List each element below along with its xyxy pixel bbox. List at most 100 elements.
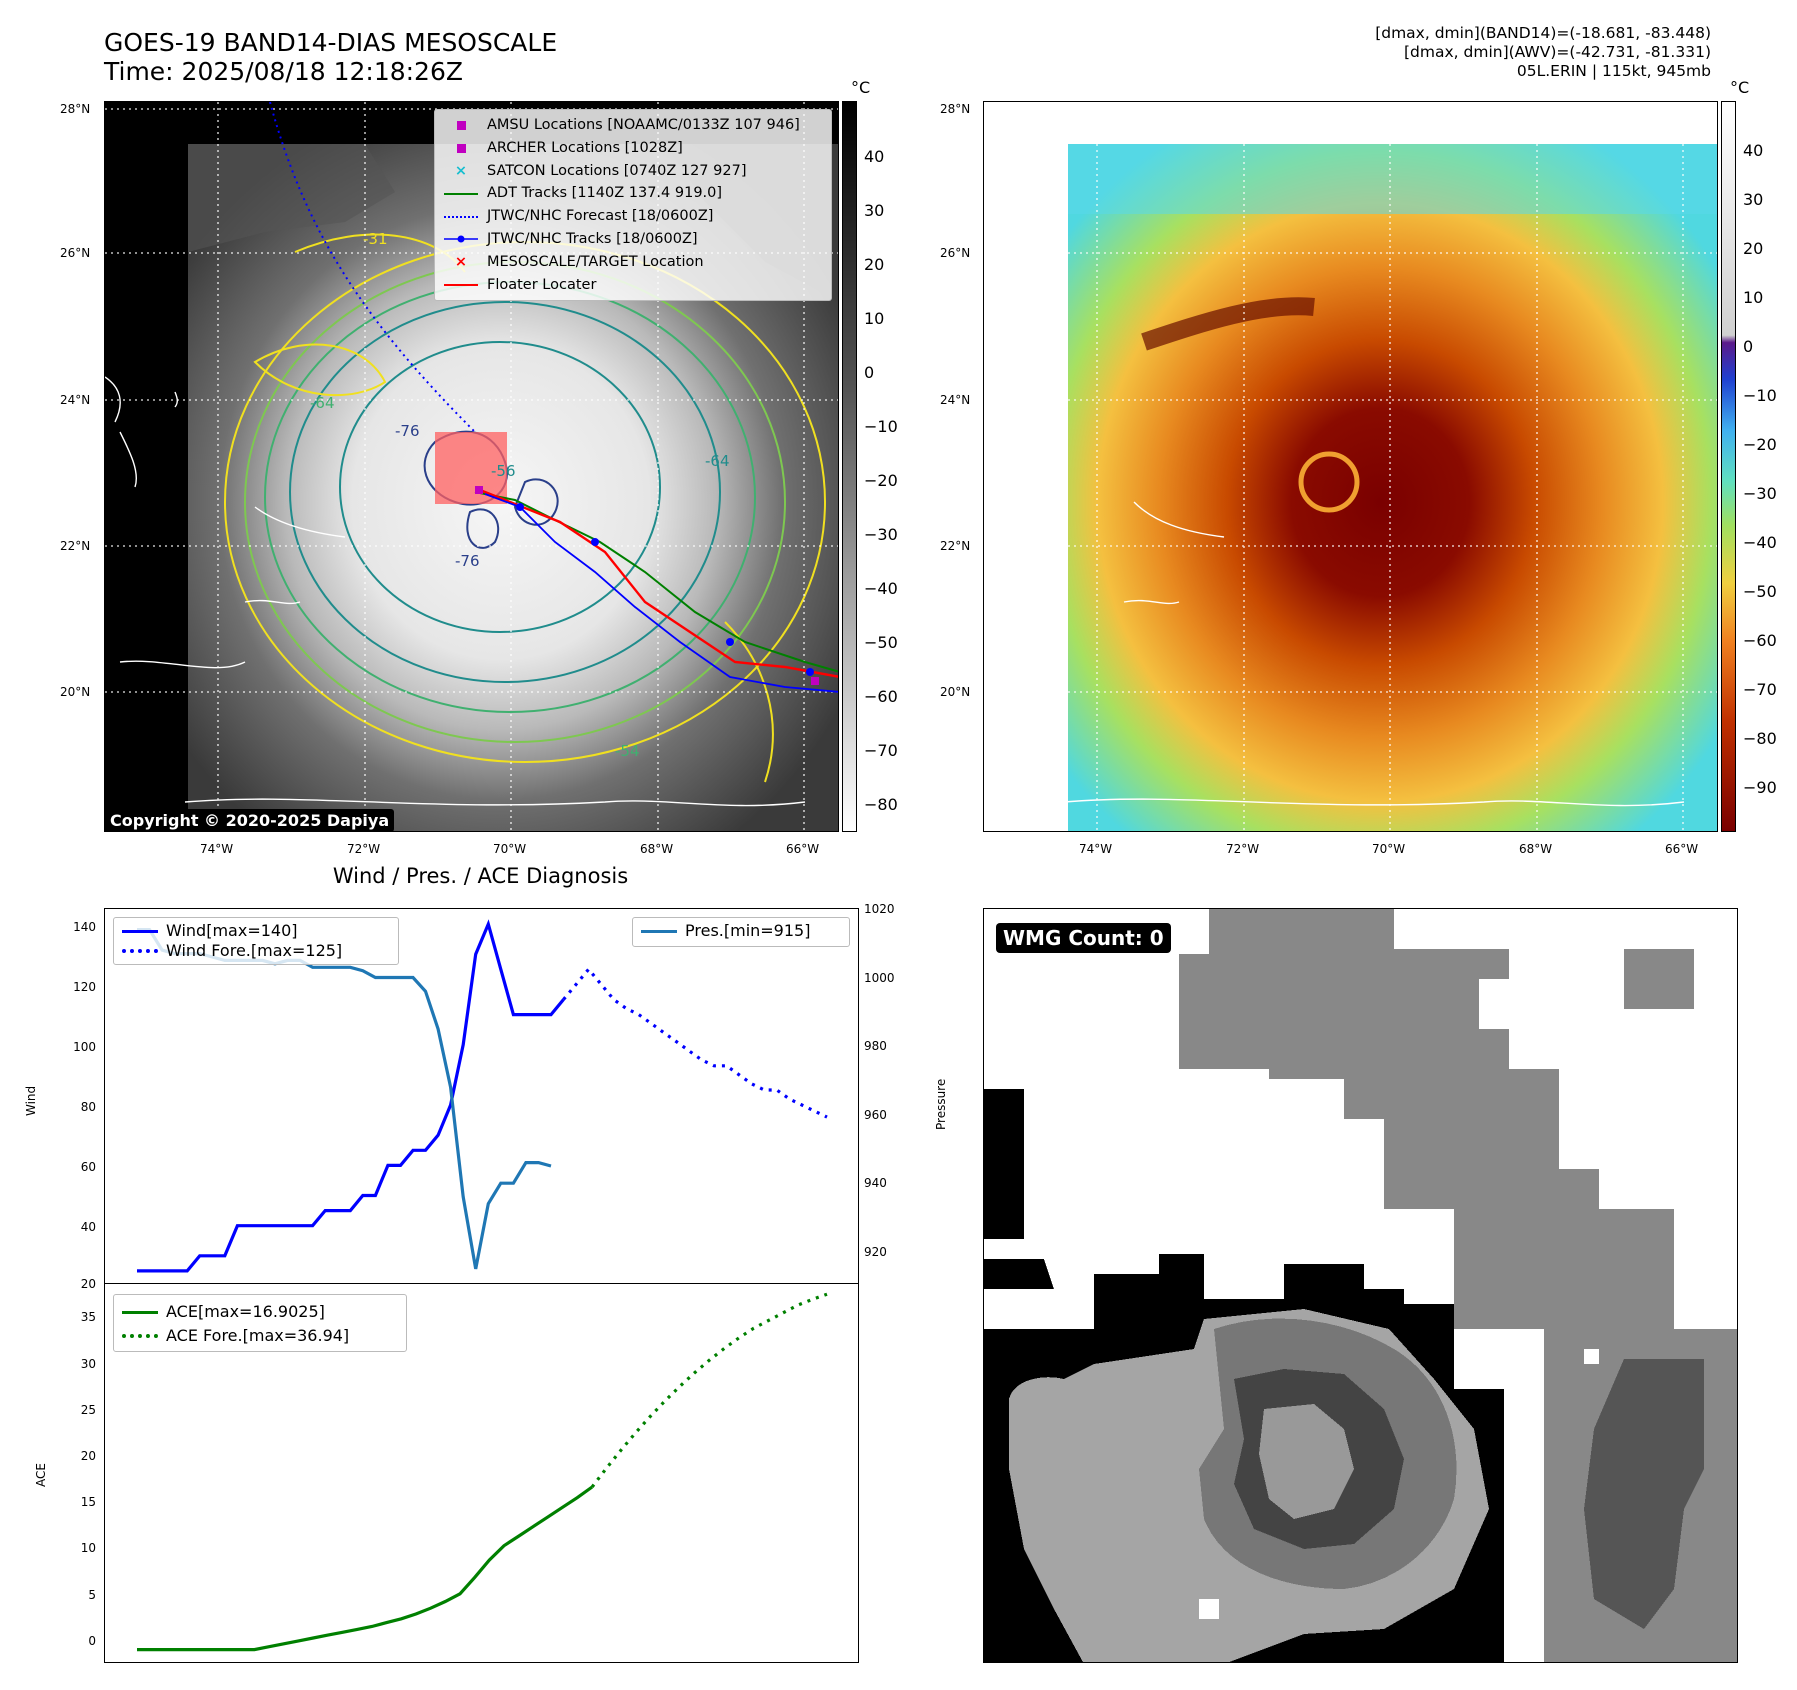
dotted-line-icon — [120, 1334, 160, 1338]
line-icon — [639, 929, 679, 933]
axis-tick: 1000 — [864, 971, 895, 985]
wind-axis-ticks: 140 120 100 80 60 40 20 — [50, 908, 100, 1291]
wind-pressure-plot — [137, 919, 828, 1273]
colorbar-tick: 30 — [864, 201, 885, 220]
line-icon — [441, 192, 481, 195]
pressure-axis-ticks: 1020 1000 980 960 940 920 — [864, 902, 914, 1285]
axis-tick: 20 — [80, 1449, 96, 1463]
axis-tick: 980 — [864, 1039, 887, 1053]
legend-item-floater: Floater Locater — [441, 274, 825, 297]
legend-item-tracks: JTWC/NHC Tracks [18/0600Z] — [441, 228, 825, 251]
page-title: GOES-19 BAND14-DIAS MESOSCALE Time: 2025… — [104, 28, 557, 86]
colorbar-tick: −60 — [1743, 631, 1777, 650]
lat-label: 28°N — [940, 102, 971, 116]
lon-label: 74°W — [200, 842, 234, 856]
awv-colorbar-unit: °C — [1730, 78, 1750, 97]
legend-item-satcon: × SATCON Locations [0740Z 127 927] — [441, 160, 825, 183]
legend-item-ace-forecast: ACE Fore.[max=36.94] — [120, 1324, 400, 1348]
legend-label: SATCON Locations [0740Z 127 927] — [487, 162, 747, 179]
awv-lat-axis: 28°N 26°N 24°N 22°N 20°N — [940, 101, 980, 832]
lon-label: 74°W — [1079, 842, 1113, 856]
colorbar-tick: 10 — [1743, 288, 1764, 307]
colorbar-tick: −80 — [1743, 729, 1777, 748]
info-line-3: 05L.ERIN | 115kt, 945mb — [1516, 62, 1711, 80]
lat-label: 20°N — [60, 685, 91, 699]
awv-colorbar-ticks: 40 30 20 10 0 −10 −20 −30 −40 −50 −60 −7… — [1743, 101, 1788, 832]
legend-label: JTWC/NHC Forecast [18/0600Z] — [487, 208, 714, 225]
legend-item-amsu: AMSU Locations [NOAAMC/0133Z 107 946] — [441, 114, 825, 137]
ace-forecast-series-line — [590, 1292, 828, 1488]
lon-label: 66°W — [1665, 842, 1699, 856]
ir-lat-axis: 28°N 26°N 24°N 22°N 20°N — [60, 101, 100, 832]
lat-label: 24°N — [940, 393, 971, 407]
contour-label: -76 — [395, 422, 420, 440]
pressure-series-line — [137, 928, 552, 1270]
ace-plot — [137, 1292, 828, 1652]
wind-legend: Wind[max=140] Wind Fore.[max=125] — [113, 917, 399, 965]
colorbar-tick: 0 — [1743, 337, 1754, 356]
map-legend: AMSU Locations [NOAAMC/0133Z 107 946] AR… — [434, 109, 832, 301]
lon-label: 72°W — [347, 842, 381, 856]
lat-label: 26°N — [940, 246, 971, 260]
ace-legend: ACE[max=16.9025] ACE Fore.[max=36.94] — [113, 1294, 407, 1352]
diagnosis-title: Wind / Pres. / ACE Diagnosis — [332, 864, 629, 888]
colorbar-tick: −10 — [1743, 386, 1777, 405]
colorbar-tick: 10 — [864, 309, 885, 328]
lat-label: 26°N — [60, 246, 91, 260]
wmg-panel[interactable]: WMG Count: 0 — [983, 908, 1738, 1663]
colorbar-tick: 40 — [1743, 141, 1764, 160]
title-line-2: Time: 2025/08/18 12:18:26Z — [104, 57, 463, 86]
legend-label: ADT Tracks [1140Z 137.4 919.0] — [487, 185, 723, 202]
ir-colorbar-ticks: 40 30 20 10 0 −10 −20 −30 −40 −50 −60 −7… — [864, 101, 904, 832]
axis-tick: 0 — [88, 1634, 96, 1648]
legend-label: MESOSCALE/TARGET Location — [487, 253, 704, 270]
lon-label: 72°W — [1226, 842, 1260, 856]
axis-tick: 25 — [80, 1403, 96, 1417]
colorbar-tick: −80 — [864, 795, 898, 814]
legend-item-pressure: Pres.[min=915] — [639, 921, 843, 941]
x-marker-icon: × — [454, 162, 468, 179]
legend-label: AMSU Locations [NOAAMC/0133Z 107 946] — [487, 117, 800, 133]
legend-label: JTWC/NHC Tracks [18/0600Z] — [487, 230, 698, 247]
ace-axis-label: ACE — [34, 1463, 48, 1487]
axis-tick: 35 — [80, 1310, 96, 1324]
lon-label: 68°W — [640, 842, 674, 856]
colorbar-tick: 0 — [864, 363, 875, 382]
ir-map-panel[interactable]: -31 -64 -76 -56 -54 -64 -76 AMSU Locatio… — [104, 101, 839, 832]
colorbar-tick: 40 — [864, 147, 885, 166]
contour-label: -31 — [363, 230, 388, 248]
colorbar-tick: −70 — [1743, 680, 1777, 699]
axis-tick: 100 — [73, 1040, 96, 1054]
lat-label: 28°N — [60, 102, 91, 116]
colorbar-tick: −50 — [864, 633, 898, 652]
lon-label: 66°W — [786, 842, 820, 856]
legend-item-wind: Wind[max=140] — [120, 921, 392, 941]
colorbar-tick: −20 — [1743, 435, 1777, 454]
wind-axis-label: Wind — [24, 1085, 38, 1116]
legend-item-ace: ACE[max=16.9025] — [120, 1300, 400, 1324]
legend-item-forecast: JTWC/NHC Forecast [18/0600Z] — [441, 205, 825, 228]
awv-colorbar — [1721, 101, 1736, 832]
lon-label: 68°W — [1519, 842, 1553, 856]
wmg-image — [984, 909, 1737, 1662]
legend-label: ARCHER Locations [1028Z] — [487, 139, 683, 156]
colorbar-tick: −20 — [864, 471, 898, 490]
lat-label: 22°N — [60, 539, 91, 553]
colorbar-tick: −30 — [864, 525, 898, 544]
axis-tick: 15 — [80, 1495, 96, 1509]
awv-map-panel[interactable] — [983, 101, 1718, 832]
axis-tick: 10 — [80, 1541, 96, 1555]
lon-label: 70°W — [1372, 842, 1406, 856]
contour-label: -64 — [310, 394, 335, 412]
colorbar-tick: −70 — [864, 741, 898, 760]
info-line-1: [dmax, dmin](BAND14)=(-18.681, -83.448) — [1375, 24, 1711, 42]
legend-label: Floater Locater — [487, 276, 597, 293]
storm-info: [dmax, dmin](BAND14)=(-18.681, -83.448) … — [1375, 24, 1711, 81]
legend-item-mesoscale: × MESOSCALE/TARGET Location — [441, 251, 825, 274]
ir-lon-axis: 74°W 72°W 70°W 68°W 66°W — [104, 842, 839, 860]
ace-chart: ACE[max=16.9025] ACE Fore.[max=36.94] — [104, 1283, 859, 1663]
legend-item-wind-forecast: Wind Fore.[max=125] — [120, 941, 392, 961]
axis-tick: 960 — [864, 1108, 887, 1122]
contour-label: -64 — [705, 452, 730, 470]
ace-axis-ticks: 35 30 25 20 15 10 5 0 — [50, 1283, 100, 1663]
